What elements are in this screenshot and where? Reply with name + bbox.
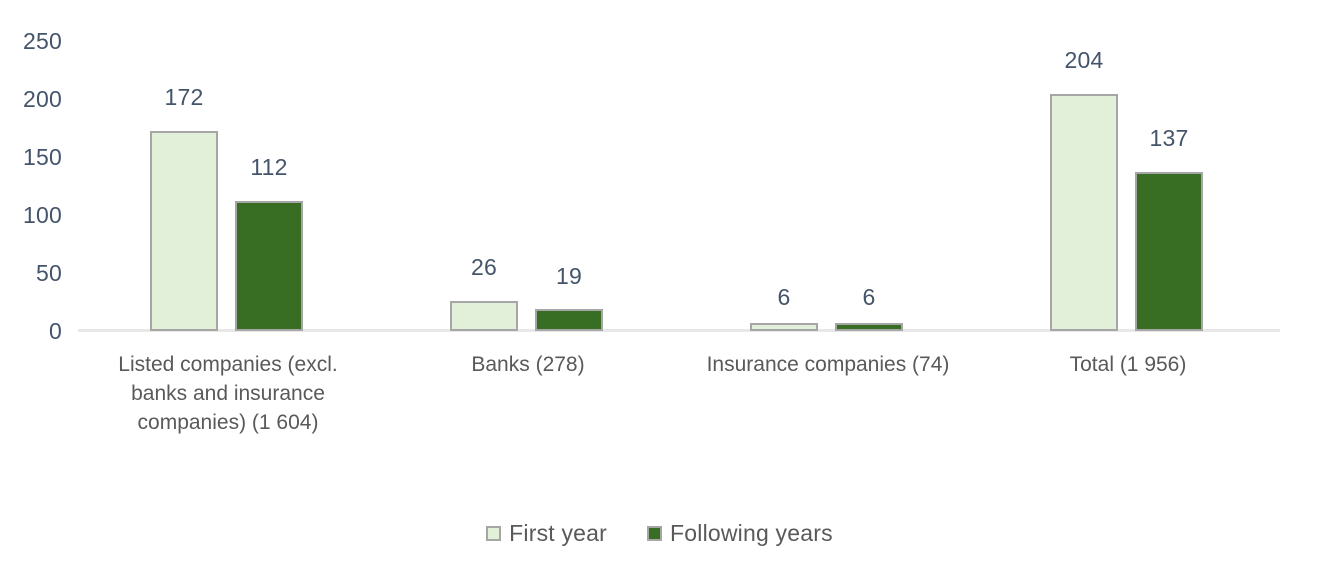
value-label-insurance-companies-first-year: 6 — [777, 284, 791, 310]
value-label-listed-companies-first-year: 172 — [164, 84, 204, 110]
y-axis-tick-100: 100 — [23, 202, 62, 228]
category-label-listed-companies: Listed companies (excl. banks and insura… — [78, 350, 378, 437]
y-axis-tick-150: 150 — [23, 144, 62, 170]
value-label-total-first-year: 204 — [1064, 47, 1104, 73]
value-label-insurance-companies-following-years: 6 — [862, 284, 876, 310]
bar-listed-companies-following-years[interactable] — [235, 201, 303, 331]
x-axis-line — [78, 329, 1280, 332]
legend-label-following-years: Following years — [670, 520, 833, 546]
value-label-banks-following-years: 19 — [556, 263, 582, 289]
y-axis-tick-200: 200 — [23, 86, 62, 112]
category-label-insurance-companies: Insurance companies (74) — [678, 350, 978, 379]
category-label-insurance-companies-line1: Insurance companies (74) — [706, 353, 950, 376]
legend-label-first-year: First year — [509, 520, 608, 546]
category-label-banks: Banks (278) — [378, 350, 678, 379]
bar-total-following-years[interactable] — [1135, 172, 1203, 331]
bar-insurance-companies-first-year[interactable] — [750, 323, 818, 331]
chart-legend: First year Following years — [0, 522, 1319, 545]
category-label-total: Total (1 956) — [978, 350, 1278, 379]
y-axis-tick-250: 250 — [23, 28, 62, 54]
category-label-listed-companies-line3: companies) (1 604) — [137, 411, 319, 434]
y-axis-tick-50: 50 — [36, 260, 62, 286]
legend-item-following-years[interactable]: Following years — [647, 522, 833, 545]
value-label-listed-companies-following-years: 112 — [250, 154, 288, 180]
category-label-total-line1: Total (1 956) — [1069, 353, 1187, 376]
bar-banks-following-years[interactable] — [535, 309, 603, 331]
bar-banks-first-year[interactable] — [450, 301, 518, 331]
value-label-banks-first-year: 26 — [471, 254, 497, 280]
legend-swatch-following-years-icon — [647, 526, 663, 541]
category-label-listed-companies-line1: Listed companies (excl. — [118, 353, 338, 376]
y-axis-tick-0: 0 — [49, 318, 62, 344]
category-label-listed-companies-line2: banks and insurance — [131, 382, 325, 405]
plot-area — [78, 20, 1280, 331]
value-label-total-following-years: 137 — [1149, 125, 1189, 151]
bar-listed-companies-first-year[interactable] — [150, 131, 218, 331]
legend-swatch-first-year-icon — [486, 526, 502, 541]
bar-insurance-companies-following-years[interactable] — [835, 323, 903, 331]
legend-item-first-year[interactable]: First year — [486, 522, 607, 545]
category-label-banks-line1: Banks (278) — [471, 353, 585, 376]
bar-total-first-year[interactable] — [1050, 94, 1118, 331]
y-axis: 250 200 150 100 50 0 — [0, 0, 62, 345]
